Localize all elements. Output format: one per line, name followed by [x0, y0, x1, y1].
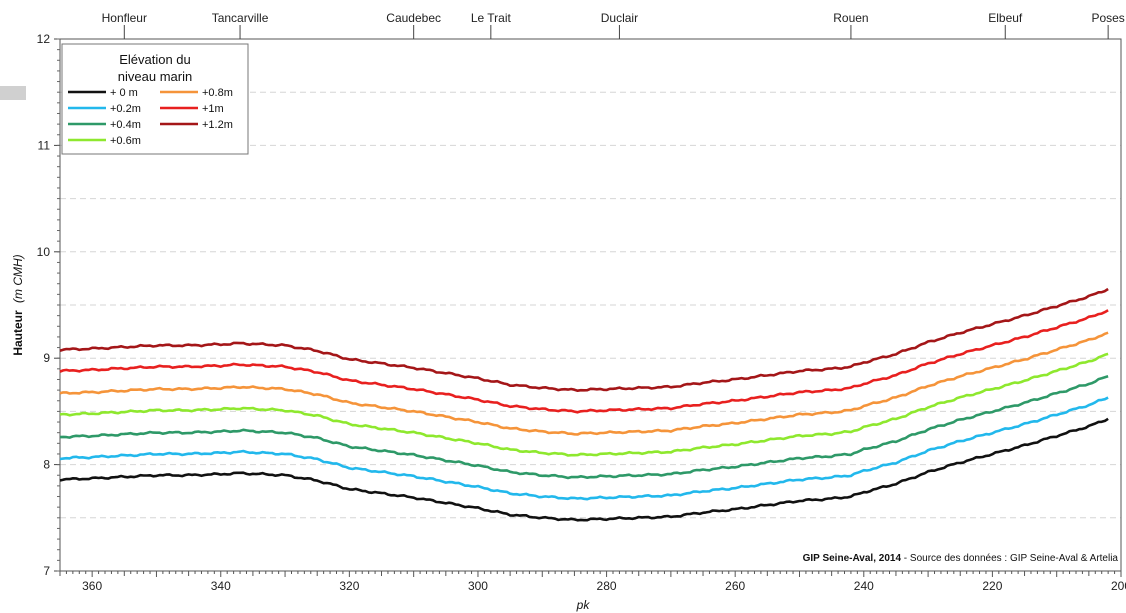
- series-line: [59, 417, 1109, 522]
- x-axis-title: pk: [576, 598, 591, 612]
- town-label: Le Trait: [471, 11, 512, 25]
- x-tick-label: 220: [982, 579, 1002, 593]
- y-tick-label: 9: [43, 351, 50, 365]
- x-tick-label: 280: [597, 579, 617, 593]
- series-line: [59, 375, 1109, 480]
- town-label: Elbeuf: [988, 11, 1023, 25]
- legend-title-line1: Elévation du: [119, 52, 191, 67]
- y-tick-label: 12: [37, 32, 51, 46]
- y-tick-label: 11: [38, 138, 51, 152]
- source-credit: GIP Seine-Aval, 2014 - Source des donnée…: [803, 553, 1119, 564]
- series-layer: [59, 287, 1109, 522]
- legend: Elévation du niveau marin + 0 m +0.2m +0.4…: [61, 43, 249, 155]
- town-label: Poses: [1091, 11, 1124, 25]
- legend-label: + 0 m: [110, 87, 138, 99]
- legend-label: +0.8m: [202, 87, 233, 99]
- y-tick-label: 7: [43, 564, 50, 578]
- legend-title-line2: niveau marin: [118, 69, 192, 84]
- legend-label: +1m: [202, 103, 224, 115]
- x-tick-label: 260: [725, 579, 745, 593]
- town-label: Honfleur: [102, 11, 147, 25]
- y-tick-label: 10: [37, 245, 51, 259]
- town-label: Duclair: [601, 11, 638, 25]
- x-tick-label: 320: [339, 579, 359, 593]
- x-tick-label: 200: [1111, 579, 1126, 593]
- series-line: [59, 396, 1109, 501]
- town-label: Tancarville: [212, 11, 269, 25]
- legend-label: +0.6m: [110, 135, 141, 147]
- x-tick-label: 340: [211, 579, 231, 593]
- side-scroll-bar: [0, 86, 26, 100]
- y-axis-title-unit: (m CMH): [11, 254, 25, 303]
- credit-author: GIP Seine-Aval, 2014: [803, 553, 902, 564]
- y-tick-label: 8: [43, 458, 50, 472]
- town-label: Rouen: [833, 11, 868, 25]
- x-tick-label: 360: [82, 579, 102, 593]
- legend-label: +0.4m: [110, 119, 141, 131]
- credit-source: - Source des données : GIP Seine-Aval & …: [904, 553, 1119, 564]
- series-line: [59, 287, 1109, 392]
- y-axis-title-main: Hauteur: [11, 310, 25, 356]
- legend-box: [61, 43, 249, 155]
- legend-items: + 0 m +0.2m +0.4m +0.6m +0.8m +1m +1.2m: [68, 87, 233, 147]
- legend-label: +1.2m: [202, 119, 233, 131]
- x-tick-label: 240: [854, 579, 874, 593]
- series-line: [59, 331, 1109, 436]
- series-line: [59, 352, 1109, 457]
- town-layer: Honfleur Tancarville Caudebec Le Trait Ducla…: [102, 11, 1125, 39]
- x-tick-label: 300: [468, 579, 488, 593]
- y-axis-title: Hauteur (m CMH): [11, 254, 25, 355]
- town-label: Caudebec: [386, 11, 441, 25]
- axes-layer: 7 8 9 10 11 12 360 340 320 300 280 260 240 220 200: [37, 32, 1126, 593]
- series-line: [59, 309, 1109, 414]
- legend-label: +0.2m: [110, 103, 141, 115]
